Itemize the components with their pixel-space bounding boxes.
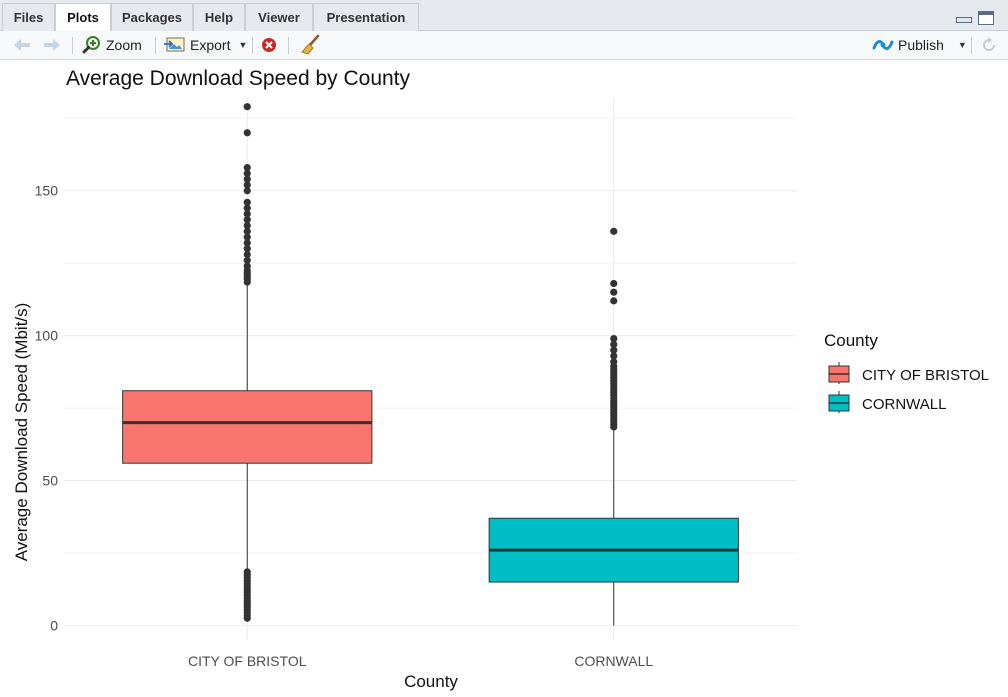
outlier-point [243, 129, 251, 137]
outlier-point [243, 239, 251, 247]
minimize-pane-icon[interactable] [956, 11, 972, 25]
tab-viewer[interactable]: Viewer [245, 3, 313, 31]
outlier-point [243, 163, 251, 172]
legend-key-city-of-bristol: CITY OF BRISTOL [828, 362, 989, 384]
export-label: Export [190, 37, 231, 53]
iqr-box [122, 390, 373, 464]
tab-files[interactable]: Files [2, 3, 55, 31]
outlier-point [243, 227, 251, 235]
x-tick-label: CITY OF BRISTOL [188, 653, 307, 669]
outlier-point [243, 187, 251, 195]
publish-label: Publish [898, 37, 944, 53]
outlier-point [610, 288, 618, 296]
refresh-button[interactable] [980, 31, 998, 59]
outlier-point [243, 210, 251, 218]
legend-title: County [824, 331, 878, 350]
legend-label: CITY OF BRISTOL [862, 367, 989, 384]
outlier-point [610, 352, 618, 360]
broom-icon [301, 34, 320, 55]
forward-arrow-icon[interactable] [42, 31, 62, 59]
toolbar-divider [288, 37, 289, 54]
export-menu-button[interactable]: Export ▼ [164, 31, 247, 59]
outlier-point [243, 250, 251, 259]
tab-presentation[interactable]: Presentation [313, 3, 419, 31]
toolbar-divider [971, 37, 972, 54]
pane-tab-bar: Files Plots Packages Help Viewer Present… [0, 0, 1008, 32]
plots-toolbar: Zoom Export ▼ [0, 31, 1008, 60]
legend: County CITY OF BRISTOL CORNWALL [824, 331, 989, 413]
toolbar-divider [252, 37, 253, 54]
outlier-point [243, 181, 251, 189]
outlier-point [243, 204, 251, 212]
zoom-button[interactable]: Zoom [82, 31, 142, 59]
outlier-point [243, 262, 251, 270]
maximize-pane-icon[interactable] [978, 11, 994, 25]
box-cornwall [488, 227, 739, 626]
outlier-point [610, 297, 618, 305]
outlier-point [610, 279, 618, 288]
outlier-point [243, 568, 251, 576]
outlier-point [243, 221, 251, 230]
x-axis-title: County [404, 672, 458, 691]
refresh-icon [983, 37, 995, 51]
y-tick-label: 0 [50, 618, 58, 634]
publish-button[interactable]: Publish ▼ [872, 31, 967, 59]
y-tick-label: 100 [35, 328, 59, 344]
outlier-point [243, 169, 251, 177]
outlier-point [243, 216, 251, 224]
outlier-point [243, 103, 251, 111]
outlier-point [243, 233, 251, 241]
toolbar-divider [155, 37, 156, 54]
chevron-down-icon: ▼ [957, 40, 967, 50]
legend-label: CORNWALL [862, 396, 946, 413]
chevron-down-icon: ▼ [238, 40, 248, 50]
outlier-point [610, 340, 618, 348]
x-tick-label: CORNWALL [574, 653, 653, 669]
zoom-icon [82, 36, 100, 54]
outlier-point [610, 346, 618, 354]
outlier-point [610, 227, 618, 235]
zoom-label: Zoom [106, 37, 142, 53]
outlier-point [243, 175, 251, 183]
outlier-point [610, 358, 618, 366]
axis-ticks: 0 50 100 150 CITY OF BRISTOL CORNWALL [35, 183, 654, 669]
remove-plot-icon [262, 38, 276, 52]
export-icon [164, 37, 185, 52]
tab-packages[interactable]: Packages [111, 3, 193, 31]
boxplot-chart: Average Download Speed by County 0 50 100 1… [12, 67, 989, 691]
publish-icon [872, 40, 894, 50]
toolbar-divider [72, 37, 73, 54]
y-tick-label: 50 [42, 473, 58, 489]
plot-viewer: Average Download Speed by County 0 50 100 1… [0, 60, 1008, 697]
boxes [122, 103, 739, 626]
box-city-of-bristol [122, 103, 373, 622]
remove-plot-button[interactable] [261, 31, 277, 59]
outlier-point [243, 245, 251, 253]
y-tick-label: 150 [35, 183, 59, 199]
clear-plots-button[interactable] [300, 31, 322, 59]
y-axis-title: Average Download Speed (Mbit/s) [12, 303, 31, 562]
tab-help[interactable]: Help [193, 3, 245, 31]
outlier-point [243, 198, 251, 206]
outlier-point [243, 256, 251, 264]
legend-key-cornwall: CORNWALL [828, 391, 946, 413]
tab-plots[interactable]: Plots [55, 3, 111, 32]
back-arrow-icon[interactable] [12, 31, 32, 59]
chart-title: Average Download Speed by County [66, 67, 411, 90]
outlier-point [610, 334, 618, 343]
